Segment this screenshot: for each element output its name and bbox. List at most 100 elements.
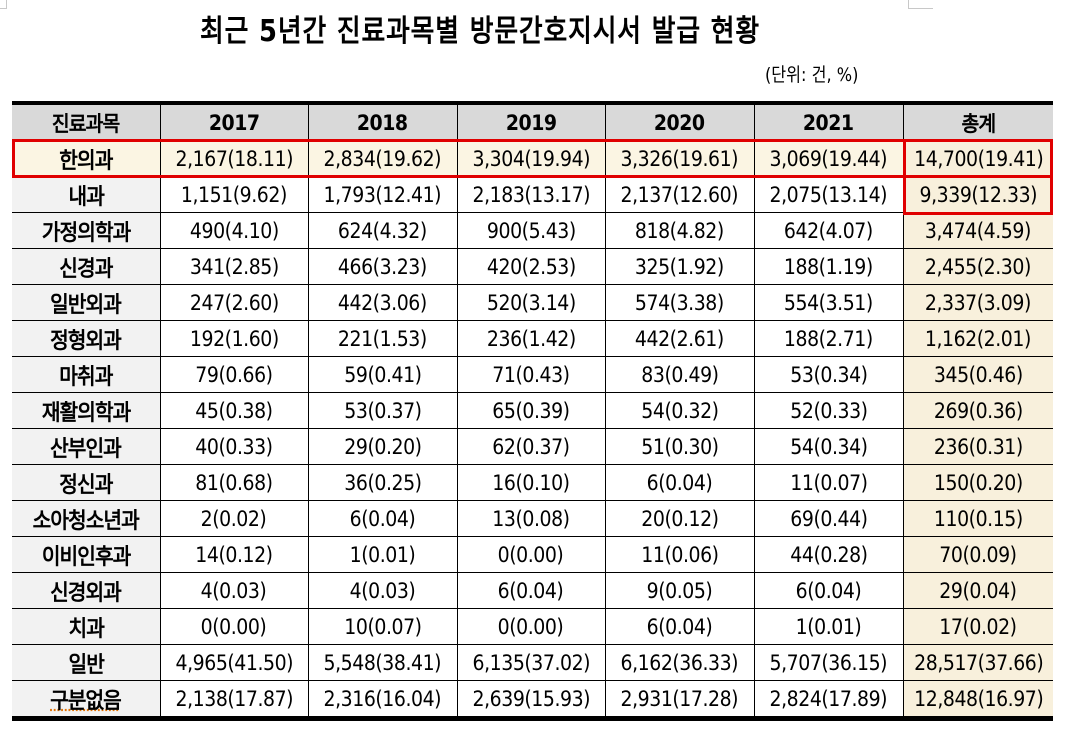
cell-2020: 574(3.38): [605, 284, 755, 321]
cell-2021: 188(1.19): [754, 248, 904, 285]
cell-2019: 0(0.00): [457, 608, 606, 645]
cell-total: 1,162(2.01): [903, 320, 1053, 357]
cell-2021: 2,824(17.89): [754, 680, 904, 719]
cell-2018: 10(0.07): [308, 608, 458, 645]
table-row: 신경외과 4(0.03) 4(0.03) 6(0.04) 9(0.05) 6(0.04) 2…: [12, 572, 1053, 609]
cell-2019: 3,304(19.94): [457, 140, 606, 177]
unit-note: (단위: 건, %): [765, 64, 859, 86]
row-label: 재활의학과: [12, 392, 161, 429]
cell-2019: 2,183(13.17): [457, 176, 606, 213]
cell-total: 17(0.02): [903, 608, 1053, 645]
table-row: 내과 1,151(9.62) 1,793(12.41) 2,183(13.17) 2,1…: [12, 176, 1053, 213]
cell-2017: 247(2.60): [160, 284, 309, 321]
cell-2018: 5,548(38.41): [308, 644, 458, 681]
cell-2019: 420(2.53): [457, 248, 606, 285]
row-label: 한의과: [12, 140, 161, 177]
row-label: 일반: [12, 644, 161, 681]
cell-2019: 900(5.43): [457, 212, 606, 249]
cell-2021: 3,069(19.44): [754, 140, 904, 177]
table-row: 산부인과 40(0.33) 29(0.20) 62(0.37) 51(0.30) 54(0…: [12, 428, 1053, 465]
row-label: 이비인후과: [12, 536, 161, 573]
cell-2017: 192(1.60): [160, 320, 309, 357]
cell-2017: 2(0.02): [160, 500, 309, 537]
table-row: 구분없음 2,138(17.87) 2,316(16.04) 2,639(15.93)…: [12, 680, 1053, 719]
header-row: 진료과목 2017 2018 2019 2020 2021 총계: [12, 103, 1053, 141]
cell-2020: 818(4.82): [605, 212, 755, 249]
cell-2019: 71(0.43): [457, 356, 606, 393]
cell-2018: 624(4.32): [308, 212, 458, 249]
cell-2019: 16(0.10): [457, 464, 606, 501]
cell-2017: 40(0.33): [160, 428, 309, 465]
cell-2017: 81(0.68): [160, 464, 309, 501]
row-label: 정형외과: [12, 320, 161, 357]
cell-total: 9,339(12.33): [903, 176, 1053, 213]
cell-2019: 65(0.39): [457, 392, 606, 429]
cell-2017: 2,167(18.11): [160, 140, 309, 177]
cell-2019: 62(0.37): [457, 428, 606, 465]
cell-2021: 5,707(36.15): [754, 644, 904, 681]
header-2019: 2019: [457, 103, 606, 141]
cell-2020: 325(1.92): [605, 248, 755, 285]
cell-total: 70(0.09): [903, 536, 1053, 573]
cell-2018: 221(1.53): [308, 320, 458, 357]
cell-total: 345(0.46): [903, 356, 1053, 393]
table-row: 소아청소년과 2(0.02) 6(0.04) 13(0.08) 20(0.12) 69(0…: [12, 500, 1053, 537]
cell-2017: 2,138(17.87): [160, 680, 309, 719]
cell-total: 236(0.31): [903, 428, 1053, 465]
cell-2020: 442(2.61): [605, 320, 755, 357]
cell-2020: 2,931(17.28): [605, 680, 755, 719]
cell-2018: 36(0.25): [308, 464, 458, 501]
row-label: 구분없음: [12, 680, 161, 719]
table-row: 마취과 79(0.66) 59(0.41) 71(0.43) 83(0.49) 53(0.…: [12, 356, 1053, 393]
row-label: 산부인과: [12, 428, 161, 465]
cell-2020: 6(0.04): [605, 464, 755, 501]
table-row: 한의과 2,167(18.11) 2,834(19.62) 3,304(19.94) 3…: [12, 140, 1053, 177]
cell-2018: 53(0.37): [308, 392, 458, 429]
cell-2021: 53(0.34): [754, 356, 904, 393]
page-corner-mark-left: [0, 0, 7, 9]
row-label: 일반외과: [12, 284, 161, 321]
cell-2017: 4,965(41.50): [160, 644, 309, 681]
cell-total: 110(0.15): [903, 500, 1053, 537]
cell-2020: 9(0.05): [605, 572, 755, 609]
row-label: 내과: [12, 176, 161, 213]
cell-2018: 1,793(12.41): [308, 176, 458, 213]
cell-2017: 4(0.03): [160, 572, 309, 609]
cell-2021: 554(3.51): [754, 284, 904, 321]
table-row: 재활의학과 45(0.38) 53(0.37) 65(0.39) 54(0.32) 52(…: [12, 392, 1053, 429]
cell-2018: 466(3.23): [308, 248, 458, 285]
cell-2021: 2,075(13.14): [754, 176, 904, 213]
cell-2021: 52(0.33): [754, 392, 904, 429]
row-label: 가정의학과: [12, 212, 161, 249]
table-row: 가정의학과 490(4.10) 624(4.32) 900(5.43) 818(4.82…: [12, 212, 1053, 249]
cell-2020: 3,326(19.61): [605, 140, 755, 177]
cell-2018: 4(0.03): [308, 572, 458, 609]
cell-2021: 54(0.34): [754, 428, 904, 465]
cell-2020: 20(0.12): [605, 500, 755, 537]
cell-2019: 236(1.42): [457, 320, 606, 357]
cell-2019: 6,135(37.02): [457, 644, 606, 681]
cell-2021: 6(0.04): [754, 572, 904, 609]
statistics-table: 진료과목 2017 2018 2019 2020 2021 총계 한의과 2,16…: [12, 101, 1053, 721]
cell-2017: 79(0.66): [160, 356, 309, 393]
cell-2020: 51(0.30): [605, 428, 755, 465]
cell-2020: 83(0.49): [605, 356, 755, 393]
cell-2018: 6(0.04): [308, 500, 458, 537]
cell-2020: 54(0.32): [605, 392, 755, 429]
cell-total: 12,848(16.97): [903, 680, 1053, 719]
row-label: 마취과: [12, 356, 161, 393]
row-label: 치과: [12, 608, 161, 645]
cell-2018: 59(0.41): [308, 356, 458, 393]
cell-2021: 69(0.44): [754, 500, 904, 537]
page-title: 최근 5년간 진료과목별 방문간호지시서 발급 현황: [200, 14, 760, 49]
cell-2017: 14(0.12): [160, 536, 309, 573]
table-row: 치과 0(0.00) 10(0.07) 0(0.00) 6(0.04) 1(0.01) 17…: [12, 608, 1053, 645]
cell-2021: 44(0.28): [754, 536, 904, 573]
cell-total: 3,474(4.59): [903, 212, 1053, 249]
cell-2018: 2,834(19.62): [308, 140, 458, 177]
cell-2020: 6,162(36.33): [605, 644, 755, 681]
table-row: 신경과 341(2.85) 466(3.23) 420(2.53) 325(1.92) 1…: [12, 248, 1053, 285]
cell-2020: 11(0.06): [605, 536, 755, 573]
cell-2020: 6(0.04): [605, 608, 755, 645]
cell-2018: 29(0.20): [308, 428, 458, 465]
